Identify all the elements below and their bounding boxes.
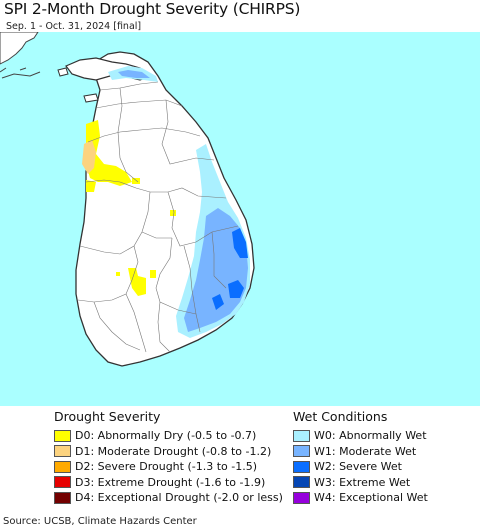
- map-subtitle: Sep. 1 - Oct. 31, 2024 [final]: [6, 21, 142, 32]
- swatch-w0: [293, 429, 310, 442]
- legend-item-w4: W4: Exceptional Wet: [293, 490, 428, 506]
- d0-area-center-d: [116, 272, 120, 276]
- d0-area-west-a: [86, 180, 96, 192]
- d1-area-northwest: [82, 140, 96, 174]
- district-boundaries: [77, 81, 239, 353]
- mannar-islet: [83, 93, 99, 103]
- legend-item-d2: D2: Severe Drought (-1.3 to -1.5): [54, 459, 283, 475]
- w1-area-north: [118, 70, 150, 78]
- legend-item-w1: W1: Moderate Wet: [293, 444, 428, 460]
- legend-item-d1: D1: Moderate Drought (-0.8 to -1.2): [54, 444, 283, 460]
- drought-legend-title: Drought Severity: [54, 409, 161, 424]
- legend-label-d3: D3: Extreme Drought (-1.6 to -1.9): [75, 475, 266, 489]
- legend-item-w3: W3: Extreme Wet: [293, 475, 428, 491]
- swatch-d0: [54, 429, 71, 442]
- d0-area-center-c: [150, 270, 156, 278]
- northern-islet: [57, 67, 69, 77]
- w2-area-east-a: [232, 228, 248, 258]
- legend-item-w0: W0: Abnormally Wet: [293, 428, 428, 444]
- map-title: SPI 2-Month Drought Severity (CHIRPS): [4, 0, 301, 18]
- legend-label-w4: W4: Exceptional Wet: [314, 491, 428, 505]
- d0-area-center-a: [170, 210, 176, 216]
- legend-label-d4: D4: Exceptional Drought (-2.0 or less): [75, 491, 283, 505]
- swatch-w3: [293, 476, 310, 489]
- legend-item-d4: D4: Exceptional Drought (-2.0 or less): [54, 490, 283, 506]
- india-landmass: [0, 32, 39, 65]
- w1-area-east: [184, 208, 248, 332]
- swatch-d4: [54, 491, 71, 504]
- w2-area-east-b: [228, 280, 244, 298]
- legend-item-d0: D0: Abnormally Dry (-0.5 to -0.7): [54, 428, 283, 444]
- legend-label-d0: D0: Abnormally Dry (-0.5 to -0.7): [75, 429, 257, 443]
- swatch-d1: [54, 445, 71, 458]
- swatch-w2: [293, 460, 310, 473]
- swatch-d3: [54, 476, 71, 489]
- swatch-w4: [293, 491, 310, 504]
- india-coast-detail: [0, 67, 41, 79]
- d0-area-center-b: [128, 268, 146, 296]
- d0-area-west-b: [132, 178, 140, 184]
- w2-area-east-c: [212, 294, 224, 310]
- source-credit: Source: UCSB, Climate Hazards Center: [3, 516, 197, 527]
- legend-item-d3: D3: Extreme Drought (-1.6 to -1.9): [54, 475, 283, 491]
- legend-label-w1: W1: Moderate Wet: [314, 444, 417, 458]
- swatch-d2: [54, 460, 71, 473]
- wet-legend-title: Wet Conditions: [293, 409, 388, 424]
- legend-label-d2: D2: Severe Drought (-1.3 to -1.5): [75, 460, 258, 474]
- swatch-w1: [293, 445, 310, 458]
- drought-legend: Drought Severity D0: Abnormally Dry (-0.…: [54, 409, 283, 506]
- legend-label-d1: D1: Moderate Drought (-0.8 to -1.2): [75, 444, 272, 458]
- legend-label-w3: W3: Extreme Wet: [314, 475, 411, 489]
- legend-item-w2: W2: Severe Wet: [293, 459, 428, 475]
- legend-label-w2: W2: Severe Wet: [314, 460, 402, 474]
- drought-map: [0, 32, 480, 406]
- legend-label-w0: W0: Abnormally Wet: [314, 429, 427, 443]
- wet-legend: Wet Conditions W0: Abnormally Wet W1: Mo…: [293, 409, 428, 506]
- d0-area-northwest: [86, 120, 132, 186]
